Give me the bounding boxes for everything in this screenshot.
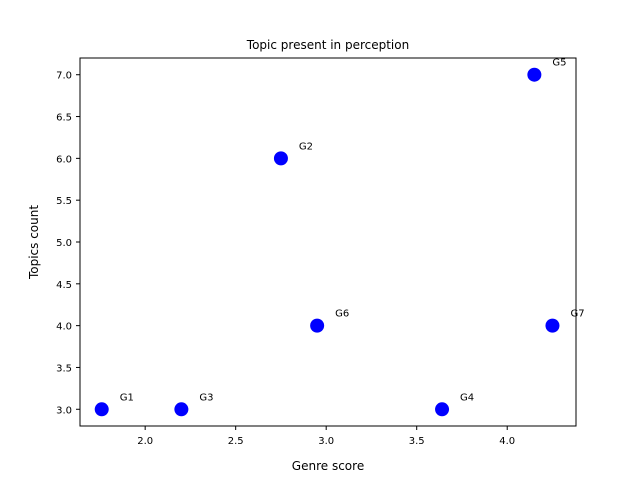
x-axis-ticks: 2.0 2.5 3.0 3.5 4.0 — [137, 426, 515, 447]
point-labels: G1 G3 G2 G6 G4 G5 G7 — [120, 58, 585, 404]
x-tick-label: 4.0 — [499, 436, 515, 447]
point-label-g1: G1 — [120, 392, 134, 403]
data-point-g7 — [545, 318, 560, 333]
y-tick-label: 4.0 — [56, 322, 72, 333]
y-axis-ticks: 3.0 3.5 4.0 4.5 5.0 5.5 6.0 6.5 7.0 — [56, 71, 80, 416]
data-point-g3 — [174, 402, 189, 417]
point-label-g7: G7 — [570, 309, 584, 320]
x-tick-label: 2.0 — [137, 436, 153, 447]
data-point-g2 — [273, 151, 288, 166]
data-point-g1 — [94, 402, 109, 417]
chart-title: Topic present in perception — [246, 38, 409, 52]
y-axis-label: Topics count — [27, 205, 41, 280]
point-label-g3: G3 — [199, 392, 213, 403]
data-point-g6 — [310, 318, 325, 333]
y-tick-label: 3.5 — [56, 363, 72, 374]
point-label-g5: G5 — [552, 58, 566, 69]
y-tick-label: 3.0 — [56, 405, 72, 416]
y-tick-label: 7.0 — [56, 71, 72, 82]
x-tick-label: 2.5 — [228, 436, 244, 447]
data-point-g5 — [527, 67, 542, 82]
data-points — [94, 67, 560, 417]
y-tick-label: 6.5 — [56, 113, 72, 124]
data-point-g4 — [435, 402, 450, 417]
x-tick-label: 3.0 — [318, 436, 334, 447]
point-label-g2: G2 — [299, 141, 313, 152]
x-axis-label: Genre score — [292, 459, 364, 473]
y-tick-label: 5.0 — [56, 238, 72, 249]
y-tick-label: 6.0 — [56, 154, 72, 165]
y-tick-label: 5.5 — [56, 196, 72, 207]
point-label-g6: G6 — [335, 309, 349, 320]
plot-frame — [79, 57, 577, 427]
x-tick-label: 3.5 — [409, 436, 425, 447]
y-tick-label: 4.5 — [56, 280, 72, 291]
point-label-g4: G4 — [460, 392, 474, 403]
